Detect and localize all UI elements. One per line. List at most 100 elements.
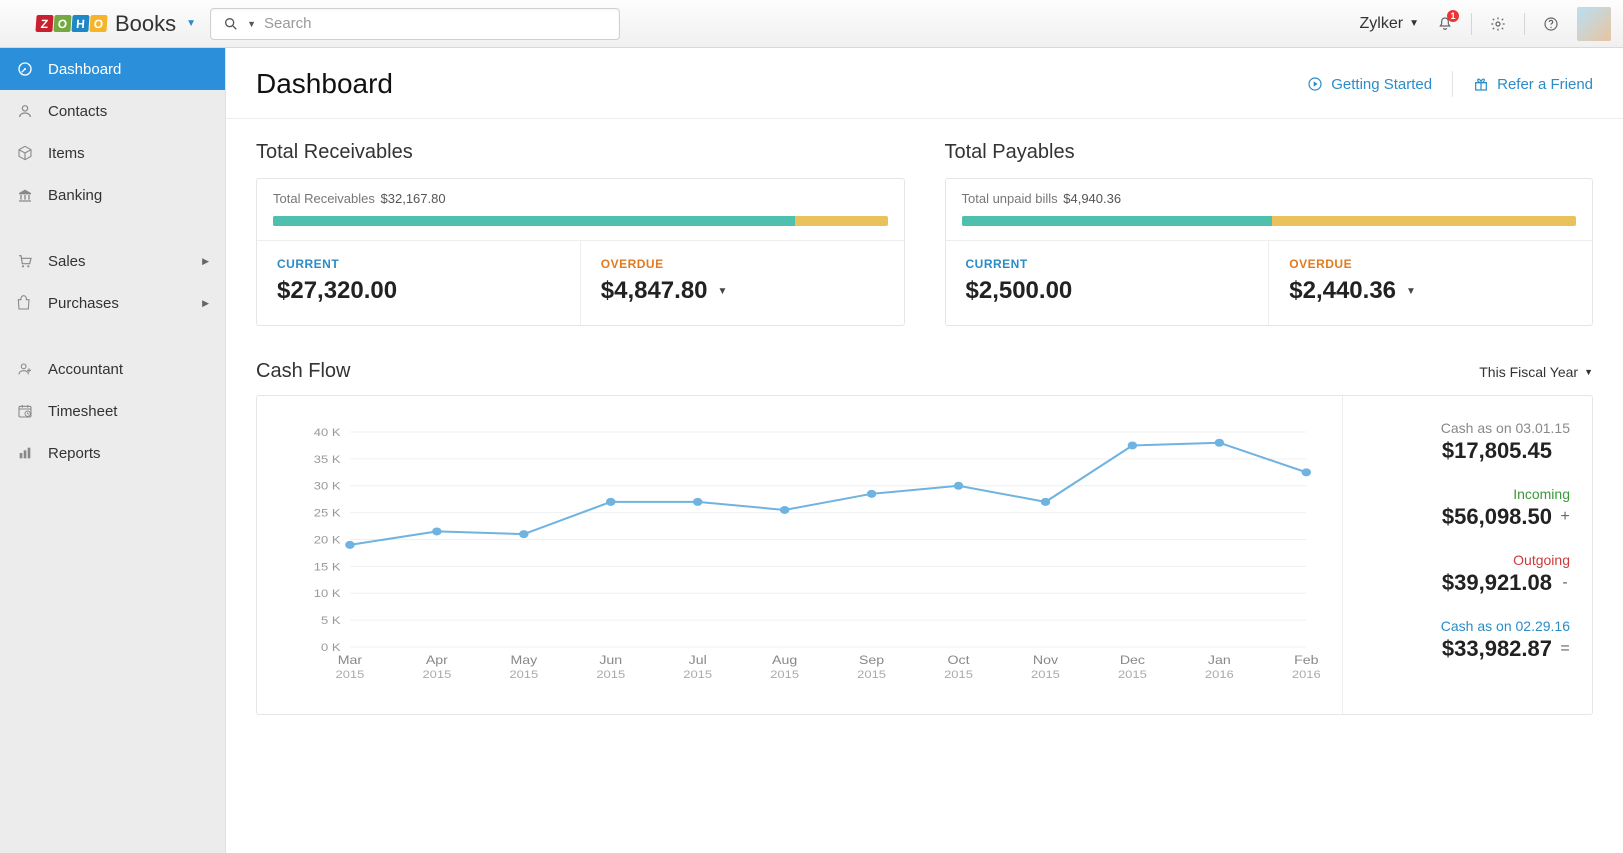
svg-text:2015: 2015 (770, 668, 799, 681)
payables-overdue-cell[interactable]: OVERDUE $2,440.36 ▼ (1268, 241, 1592, 325)
svg-text:25 K: 25 K (314, 507, 341, 520)
chevron-down-icon[interactable]: ▼ (1406, 286, 1416, 297)
page-header: Dashboard Getting Started Refer a Friend (226, 48, 1623, 119)
sidebar-item-contacts[interactable]: Contacts (0, 90, 225, 132)
cash-start-value: $17,805.45 (1442, 438, 1552, 464)
chevron-down-icon: ▼ (1409, 18, 1419, 29)
app-logo[interactable]: ZOHO Books ▼ (36, 11, 196, 37)
chevron-down-icon: ▼ (1584, 367, 1593, 377)
svg-text:30 K: 30 K (314, 480, 341, 493)
main-content: Dashboard Getting Started Refer a Friend… (226, 48, 1623, 853)
page-title: Dashboard (256, 68, 393, 100)
progress-current-segment (962, 216, 1273, 226)
refer-friend-link[interactable]: Refer a Friend (1473, 76, 1593, 93)
current-amount: $2,500.00 (966, 277, 1249, 305)
svg-text:May: May (510, 653, 537, 667)
sidebar-item-label: Items (48, 145, 85, 162)
receivables-progress-bar (273, 216, 888, 226)
svg-text:Jul: Jul (689, 653, 707, 667)
purchases-icon (16, 294, 34, 312)
cashflow-summary: Cash as on 03.01.15 $17,805.45 Incoming … (1342, 396, 1592, 714)
summary-value: $4,940.36 (1063, 191, 1121, 206)
receivables-section: Total Receivables Total Receivables $32,… (256, 141, 905, 326)
svg-text:Jun: Jun (599, 653, 622, 667)
sidebar-item-label: Contacts (48, 103, 107, 120)
payables-section: Total Payables Total unpaid bills $4,940… (945, 141, 1594, 326)
accountant-icon (16, 360, 34, 378)
section-title: Total Payables (945, 141, 1594, 164)
sidebar-item-timesheet[interactable]: Timesheet (0, 390, 225, 432)
incoming-value: $56,098.50 (1442, 504, 1552, 530)
chevron-down-icon[interactable]: ▼ (718, 286, 728, 297)
sidebar-item-dashboard[interactable]: Dashboard (0, 48, 225, 90)
svg-text:35 K: 35 K (314, 453, 341, 466)
sidebar-item-accountant[interactable]: Accountant (0, 348, 225, 390)
sidebar-item-reports[interactable]: Reports (0, 432, 225, 474)
overdue-label: OVERDUE (1289, 257, 1572, 271)
svg-text:Apr: Apr (426, 653, 449, 667)
app-name: Books (115, 11, 176, 37)
notification-badge: 1 (1447, 10, 1459, 22)
search-icon (223, 16, 239, 32)
svg-text:5 K: 5 K (321, 614, 340, 627)
cashflow-period-dropdown[interactable]: This Fiscal Year ▼ (1479, 364, 1593, 380)
svg-text:2016: 2016 (1205, 668, 1234, 681)
sidebar-item-purchases[interactable]: Purchases ▶ (0, 282, 225, 324)
sidebar-item-items[interactable]: Items (0, 132, 225, 174)
sidebar-item-label: Dashboard (48, 61, 121, 78)
summary-value: $32,167.80 (381, 191, 446, 206)
summary-label: Total Receivables (273, 191, 375, 206)
app-switcher-caret-icon[interactable]: ▼ (186, 18, 196, 29)
sidebar-item-label: Sales (48, 253, 86, 270)
svg-text:Mar: Mar (338, 653, 363, 667)
help-button[interactable] (1539, 12, 1563, 36)
reports-icon (16, 444, 34, 462)
summary-line: Total Receivables $32,167.80 (273, 191, 888, 206)
svg-text:10 K: 10 K (314, 587, 341, 600)
search-input[interactable] (264, 15, 607, 32)
help-icon (1543, 16, 1559, 32)
minus-icon: - (1560, 574, 1570, 592)
svg-text:2015: 2015 (1031, 668, 1060, 681)
top-bar: ZOHO Books ▼ ▼ Zylker ▼ 1 (0, 0, 1623, 48)
play-circle-icon (1307, 76, 1323, 92)
svg-text:Jan: Jan (1208, 653, 1231, 667)
getting-started-link[interactable]: Getting Started (1307, 76, 1432, 93)
period-label: This Fiscal Year (1479, 364, 1578, 380)
equals-icon: = (1560, 640, 1570, 658)
global-search[interactable]: ▼ (210, 8, 620, 40)
overdue-amount: $2,440.36 ▼ (1289, 277, 1572, 305)
sidebar-item-label: Timesheet (48, 403, 117, 420)
receivables-overdue-cell[interactable]: OVERDUE $4,847.80 ▼ (580, 241, 904, 325)
outgoing-value: $39,921.08 (1442, 570, 1552, 596)
progress-current-segment (273, 216, 795, 226)
svg-text:Nov: Nov (1033, 653, 1059, 667)
current-label: CURRENT (277, 257, 560, 271)
cash-end-label: Cash as on 02.29.16 (1365, 618, 1570, 634)
current-amount: $27,320.00 (277, 277, 560, 305)
settings-button[interactable] (1486, 12, 1510, 36)
cashflow-chart: 0 K5 K10 K15 K20 K25 K30 K35 K40 KMar201… (257, 396, 1342, 714)
sales-icon (16, 252, 34, 270)
sidebar-item-sales[interactable]: Sales ▶ (0, 240, 225, 282)
chevron-right-icon: ▶ (202, 256, 209, 267)
notifications-button[interactable]: 1 (1433, 12, 1457, 36)
payables-current-cell: CURRENT $2,500.00 (946, 241, 1269, 325)
search-scope-caret-icon[interactable]: ▼ (247, 19, 256, 29)
svg-text:2015: 2015 (336, 668, 365, 681)
summary-line: Total unpaid bills $4,940.36 (962, 191, 1577, 206)
sidebar-item-label: Purchases (48, 295, 119, 312)
contacts-icon (16, 102, 34, 120)
svg-text:Aug: Aug (772, 653, 797, 667)
org-switcher[interactable]: Zylker ▼ (1360, 15, 1419, 33)
svg-text:Feb: Feb (1294, 653, 1318, 667)
section-title: Total Receivables (256, 141, 905, 164)
gift-icon (1473, 76, 1489, 92)
sidebar-item-banking[interactable]: Banking (0, 174, 225, 216)
svg-text:2015: 2015 (509, 668, 538, 681)
receivables-current-cell: CURRENT $27,320.00 (257, 241, 580, 325)
user-avatar[interactable] (1577, 7, 1611, 41)
divider (1452, 71, 1453, 97)
cash-end-value: $33,982.87 (1442, 636, 1552, 662)
divider (1471, 13, 1472, 35)
